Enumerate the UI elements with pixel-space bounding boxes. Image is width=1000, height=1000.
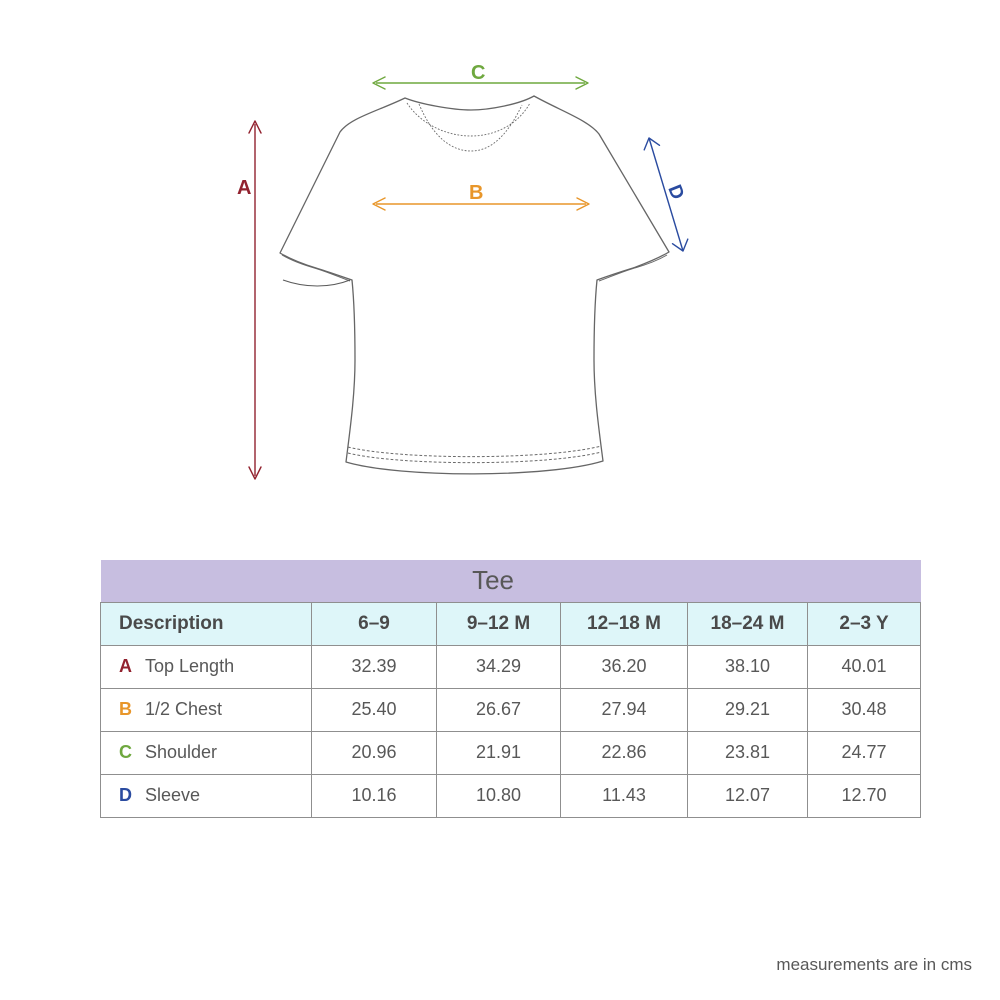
svg-text:B: B xyxy=(469,182,483,204)
svg-text:C: C xyxy=(471,62,485,84)
svg-text:A: A xyxy=(237,177,251,199)
